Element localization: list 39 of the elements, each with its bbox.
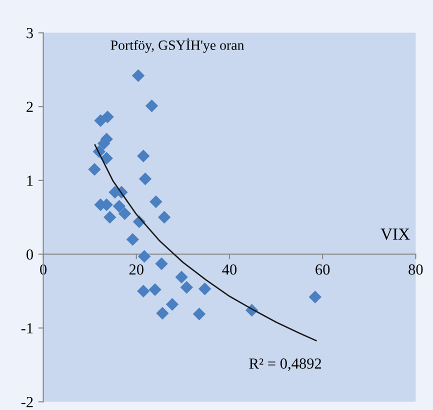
line-series [94, 144, 317, 342]
x-tick-label: 80 [408, 264, 423, 275]
y-tick-label: -2 [21, 396, 33, 408]
point [137, 150, 150, 162]
point [137, 284, 150, 298]
point [138, 250, 151, 263]
point [118, 207, 132, 220]
point [158, 210, 171, 224]
y-tick-label: 1 [27, 176, 33, 186]
point [88, 162, 101, 176]
point [101, 110, 114, 124]
annotation: R² = 0,4892 [249, 358, 322, 371]
point [138, 172, 152, 186]
x-tick-label: 40 [222, 264, 237, 275]
y-tick-label: -1 [21, 323, 33, 334]
point [100, 152, 113, 165]
point [192, 308, 206, 320]
point [132, 69, 145, 82]
y-tick-label: 2 [26, 102, 33, 112]
y-axis-title: Portföy, GSYİH'ye oran [110, 38, 244, 53]
point [155, 257, 168, 270]
point [166, 298, 179, 311]
point [148, 283, 162, 296]
point [150, 195, 162, 208]
y-tick-label: 3 [26, 28, 33, 38]
x-axis-title: VIX [380, 228, 410, 240]
x-tick-label: 20 [129, 264, 144, 275]
point [104, 210, 116, 224]
point [175, 270, 188, 284]
point [198, 282, 212, 296]
point [308, 290, 322, 304]
point [112, 200, 126, 213]
point [180, 281, 194, 294]
x-tick-label: 60 [316, 264, 330, 275]
point [126, 233, 140, 246]
y-tick-label: 0 [26, 249, 33, 260]
point [156, 306, 169, 320]
point [145, 99, 158, 112]
x-tick-label: 0 [40, 264, 47, 275]
